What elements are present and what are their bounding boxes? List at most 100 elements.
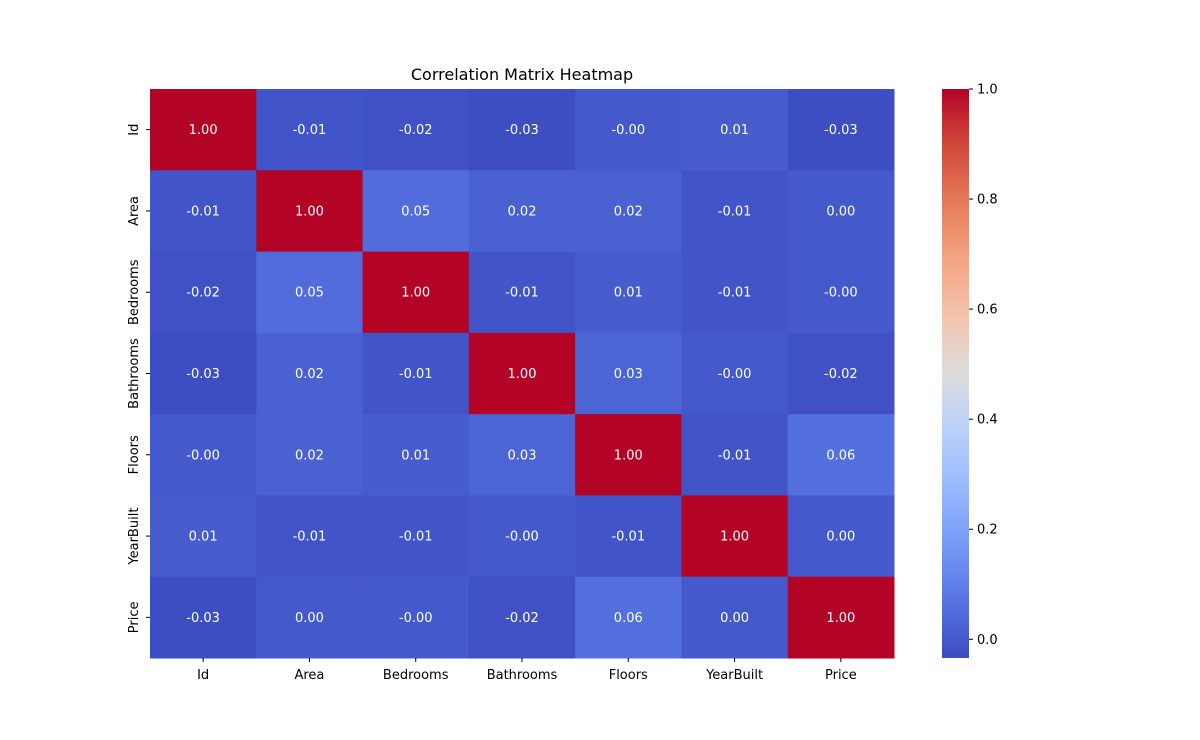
cell-value-label: 0.02 <box>295 367 324 382</box>
x-tick-label: YearBuilt <box>705 668 763 683</box>
cell-value-label: -0.00 <box>186 448 220 463</box>
heatmap-cell <box>468 89 576 171</box>
cell-value-label: -0.00 <box>505 530 539 545</box>
heatmap-cell <box>150 576 257 659</box>
x-tick-label: Area <box>294 668 324 683</box>
heatmap-cell <box>575 170 682 253</box>
heatmap-cell <box>256 414 364 496</box>
x-tick-label: Bathrooms <box>487 668 558 683</box>
cell-value-label: 0.00 <box>826 204 855 219</box>
cell-value-label: 0.00 <box>295 611 324 626</box>
cell-value-label: 1.00 <box>401 286 430 301</box>
heatmap-cell <box>575 414 682 496</box>
heatmap-cell <box>150 251 257 334</box>
heatmap-cell <box>575 576 682 659</box>
heatmap-cell <box>681 89 789 171</box>
cell-value-label: -0.03 <box>505 123 539 138</box>
x-tick-label: Id <box>197 668 209 683</box>
cell-value-label: 1.00 <box>508 367 537 382</box>
heatmap-cell <box>150 414 257 496</box>
cell-value-label: -0.01 <box>505 286 539 301</box>
heatmap-cell <box>362 332 470 415</box>
cell-value-label: 0.01 <box>189 530 218 545</box>
x-tick-label: Floors <box>609 668 648 683</box>
cell-value-label: -0.03 <box>186 367 220 382</box>
cell-value-label: -0.01 <box>186 204 220 219</box>
cell-value-label: 0.01 <box>720 123 749 138</box>
heatmap-cells: 1.00 -0.01 -0.02 -0.03 -0.00 0.01 -0.03 -0.01 1.… <box>150 89 895 659</box>
heatmap-cell <box>150 170 257 253</box>
heatmap-cell <box>362 414 470 496</box>
cell-value-label: 1.00 <box>826 611 855 626</box>
heatmap-cell <box>150 332 257 415</box>
colorbar-tick-label: 1.0 <box>977 83 998 98</box>
cell-value-label: -0.02 <box>505 611 539 626</box>
cell-value-label: -0.00 <box>718 367 752 382</box>
x-tick-label: Price <box>825 668 857 683</box>
heatmap-cell <box>150 89 257 171</box>
heatmap-cell <box>256 251 364 334</box>
heatmap-cell <box>575 89 682 171</box>
cell-value-label: -0.02 <box>186 286 220 301</box>
heatmap-cell <box>681 414 789 496</box>
cell-value-label: 0.03 <box>614 367 643 382</box>
heatmap-cell <box>362 495 470 578</box>
colorbar-tick-label: 0.6 <box>977 303 998 318</box>
cell-value-label: 0.00 <box>826 530 855 545</box>
cell-value-label: 0.01 <box>614 286 643 301</box>
cell-value-label: 0.05 <box>295 286 324 301</box>
colorbar-tick-label: 0.2 <box>977 523 998 538</box>
cell-value-label: -0.03 <box>824 123 858 138</box>
y-tick-label: YearBuilt <box>127 508 142 566</box>
cell-value-label: 0.02 <box>295 448 324 463</box>
heatmap-cell <box>681 170 789 253</box>
cell-value-label: 0.02 <box>614 204 643 219</box>
y-tick-label: Bedrooms <box>127 259 142 325</box>
heatmap-cell <box>468 414 576 496</box>
cell-value-label: -0.03 <box>186 611 220 626</box>
cell-value-label: -0.01 <box>611 530 645 545</box>
cell-value-label: -0.01 <box>718 286 752 301</box>
cell-value-label: -0.02 <box>399 123 433 138</box>
heatmap-cell <box>362 170 470 253</box>
heatmap-cell <box>787 170 895 253</box>
heatmap-cell <box>256 576 364 659</box>
cell-value-label: -0.01 <box>293 530 327 545</box>
heatmap-cell <box>362 576 470 659</box>
cell-value-label: 0.03 <box>508 448 537 463</box>
heatmap-cell <box>256 89 364 171</box>
cell-value-label: 0.06 <box>614 611 643 626</box>
cell-value-label: -0.02 <box>824 367 858 382</box>
cell-value-label: 1.00 <box>189 123 218 138</box>
heatmap-cell <box>681 251 789 334</box>
heatmap-cell <box>575 495 682 578</box>
heatmap-cell <box>681 332 789 415</box>
cell-value-label: 0.06 <box>826 448 855 463</box>
cell-value-label: -0.00 <box>611 123 645 138</box>
heatmap-cell <box>787 414 895 496</box>
cell-value-label: 1.00 <box>614 448 643 463</box>
x-tick-label: Bedrooms <box>383 668 449 683</box>
heatmap-cell <box>256 495 364 578</box>
colorbar-gradient <box>942 89 969 658</box>
heatmap-cell <box>787 576 895 659</box>
cell-value-label: 0.02 <box>508 204 537 219</box>
heatmap-cell <box>468 576 576 659</box>
y-tick-label: Floors <box>127 435 142 474</box>
cell-value-label: -0.01 <box>399 367 433 382</box>
cell-value-label: -0.00 <box>824 286 858 301</box>
heatmap-cell <box>575 332 682 415</box>
heatmap-cell <box>468 495 576 578</box>
heatmap-cell <box>256 332 364 415</box>
colorbar-tick-label: 0.0 <box>977 633 998 648</box>
cell-value-label: 1.00 <box>720 530 749 545</box>
heatmap-cell <box>362 251 470 334</box>
heatmap-cell <box>575 251 682 334</box>
heatmap-cell <box>681 495 789 578</box>
cell-value-label: 0.00 <box>720 611 749 626</box>
heatmap-cell <box>468 170 576 253</box>
heatmap-cell <box>150 495 257 578</box>
heatmap-cell <box>787 332 895 415</box>
colorbar-tick-label: 0.4 <box>977 413 998 428</box>
